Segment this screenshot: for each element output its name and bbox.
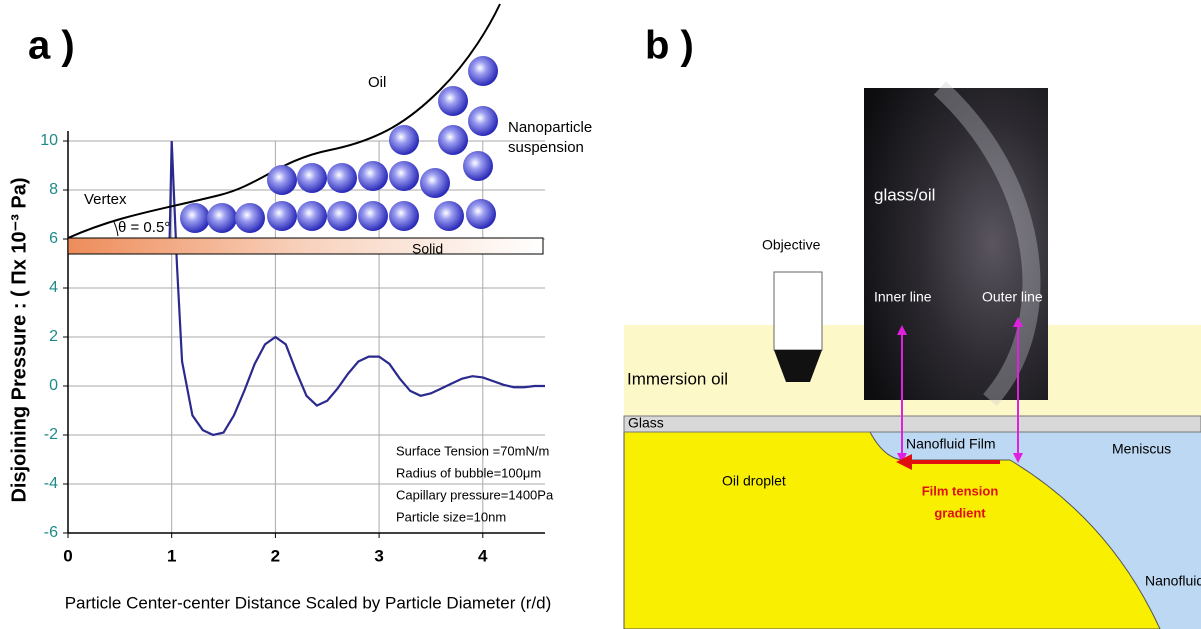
annotation: Particle size=10nm [396,509,506,524]
inset-label: Oil [368,74,386,91]
inset-label: Solid [412,241,443,257]
annotation: Capillary pressure=1400Pa [396,487,554,502]
y-tick-label: -6 [44,524,58,541]
y-tick-label: -4 [44,475,58,492]
y-tick-label: 8 [49,181,58,198]
y-tick-label: 0 [49,377,58,394]
diagram-label: Nanofluid [1145,573,1201,589]
annotation: Radius of bubble=100μm [396,465,541,480]
x-tick-label: 3 [374,546,383,565]
diagram-label: Meniscus [1112,441,1171,457]
nanoparticles [180,56,498,233]
annotations: Surface Tension =70mN/m Radius of bubble… [396,443,554,524]
y-tick-label: 2 [49,328,58,345]
line-series [168,140,545,437]
glass-slide [623,415,1201,433]
angle-arc [113,221,119,237]
y-tick-label: 4 [49,279,58,296]
oil-droplet [623,431,1161,629]
panel-label: a ) [28,24,75,68]
y-tick-label: -2 [44,426,58,443]
x-tick-label: 2 [271,546,280,565]
objective-body [773,271,823,351]
inset-label: Nanoparticle [508,119,592,136]
x-tick-label: 0 [63,546,72,565]
x-tick-label: 1 [167,546,176,565]
inset-label: θ = 0.5° [118,219,170,236]
diagram-label: Outer line [982,289,1043,305]
solid-layer [67,237,544,255]
inset-label: Vertex [84,191,127,208]
diagram-label: Oil droplet [722,473,786,489]
diagram-label: gradient [934,505,986,520]
x-tick-label: 4 [478,546,488,565]
oil-interface [67,3,501,239]
objective-lens [774,350,822,382]
inset-label: suspension [508,139,584,156]
panel-label: b ) [645,24,694,68]
y-tick-label: 6 [49,230,58,247]
diagram-label: Inner line [874,289,932,305]
y-axis-label: Disjoining Pressure : ( Πx 10⁻³ Pa) [8,177,30,502]
diagram-label: glass/oil [874,185,935,204]
diagram-label: Nanofluid Film [906,436,995,452]
diagram-label: Immersion oil [627,369,728,388]
y-tick-label: 10 [40,132,58,149]
diagram-label: Objective [762,237,821,253]
annotation: Surface Tension =70mN/m [396,443,549,458]
diagram-label: Film tension [922,483,999,498]
diagram: Objective glass/oil Inner line Outer lin… [623,81,1201,629]
x-axis-label: Particle Center-center Distance Scaled b… [65,593,552,612]
inset: Oil Nanoparticle suspension Vertex θ = 0… [67,3,592,257]
diagram-label: Glass [628,415,664,431]
